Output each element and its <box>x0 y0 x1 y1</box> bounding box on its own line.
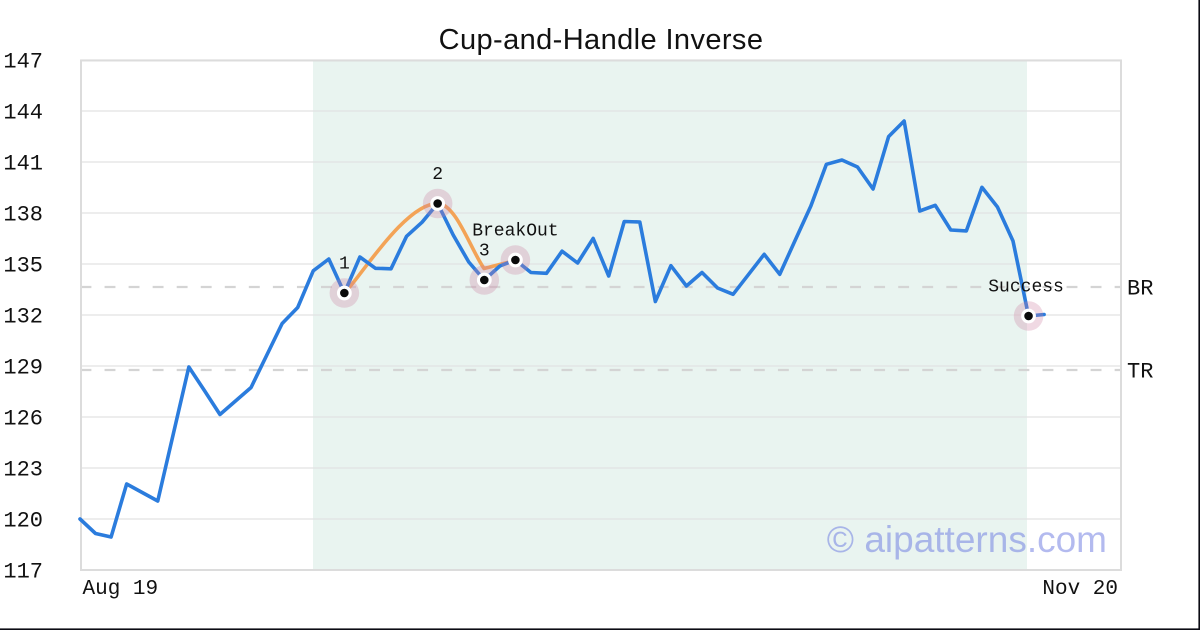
svg-text:3: 3 <box>479 242 490 262</box>
svg-text:126: 126 <box>3 406 43 431</box>
svg-text:129: 129 <box>3 355 43 380</box>
svg-text:132: 132 <box>3 304 43 329</box>
svg-text:117: 117 <box>3 559 43 584</box>
svg-text:Aug 19: Aug 19 <box>83 578 159 601</box>
svg-text:135: 135 <box>3 253 43 278</box>
svg-text:BR: BR <box>1127 276 1153 301</box>
svg-text:Success: Success <box>988 278 1064 298</box>
svg-text:1: 1 <box>339 255 350 275</box>
svg-text:138: 138 <box>3 202 43 227</box>
svg-text:Nov 20: Nov 20 <box>1042 578 1118 601</box>
svg-text:© aipatterns.com: © aipatterns.com <box>827 519 1107 560</box>
svg-text:141: 141 <box>3 151 43 176</box>
svg-text:2: 2 <box>432 165 443 185</box>
svg-text:123: 123 <box>3 457 43 482</box>
svg-text:BreakOut: BreakOut <box>472 222 558 242</box>
svg-text:144: 144 <box>3 100 43 125</box>
svg-text:TR: TR <box>1127 359 1153 384</box>
svg-text:Cup-and-Handle Inverse: Cup-and-Handle Inverse <box>439 24 764 56</box>
svg-text:147: 147 <box>3 49 43 74</box>
svg-text:120: 120 <box>3 508 43 533</box>
